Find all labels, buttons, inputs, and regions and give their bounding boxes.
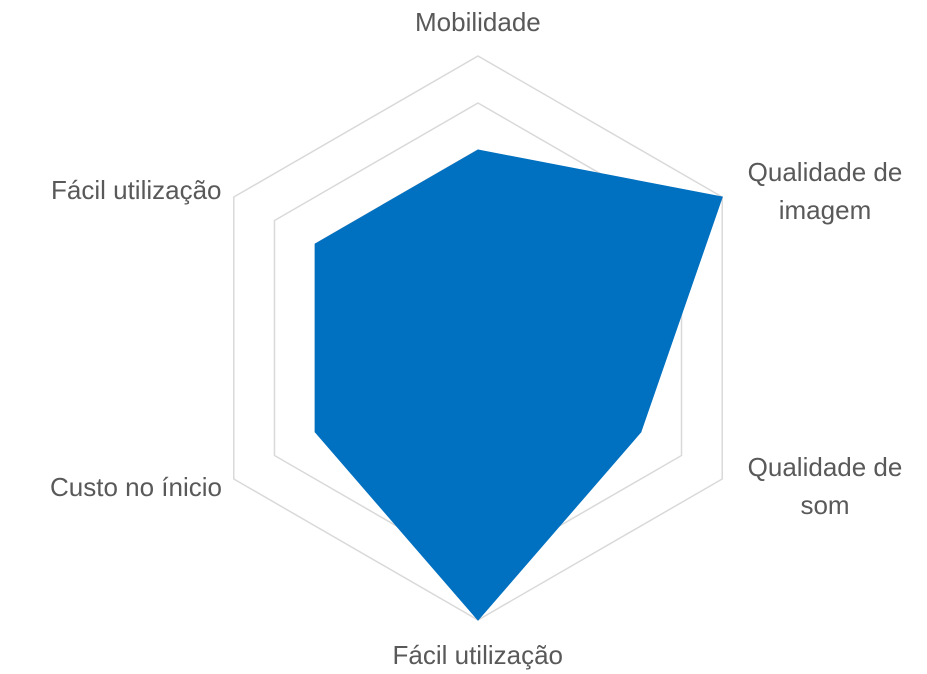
category-label: Custo no ínicio: [50, 472, 222, 502]
radar-area: [314, 149, 723, 621]
category-label: Qualidade de som: [747, 452, 903, 520]
category-label: Qualidade de imagem: [747, 157, 903, 225]
category-label: Fácil utilização: [51, 175, 222, 205]
category-label: Fácil utilização: [392, 640, 564, 670]
category-label: Mobilidade: [415, 7, 541, 37]
